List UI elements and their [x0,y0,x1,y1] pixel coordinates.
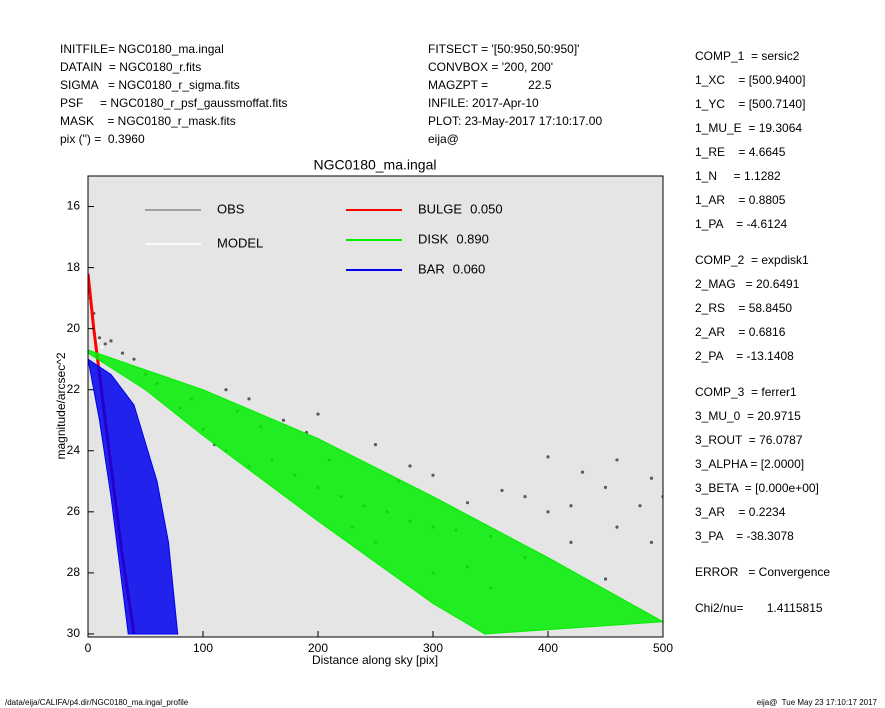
header-line: pix (") = 0.3960 [60,132,145,146]
plot [88,273,663,635]
parameter: 1_AR = 0.8805 [695,193,786,207]
x-tick-label: 100 [193,641,213,655]
obs-point [109,339,113,343]
parameter: ERROR = Convergence [695,565,830,579]
y-tick-label: 20 [67,321,81,335]
obs-point [580,470,585,474]
obs-point [132,357,136,361]
obs-point [500,488,504,493]
obs-point [281,418,286,422]
obs-point [523,494,527,499]
model-band [88,349,663,635]
parameter: 1_RE = 4.6645 [695,145,786,159]
header-line: INFILE: 2017-Apr-10 [428,96,539,110]
header-line: FITSECT = '[50:950,50:950]' [428,42,579,56]
y-tick-label: 16 [67,199,81,213]
parameter: 1_PA = -4.6124 [695,217,788,231]
parameter: 2_PA = -13.1408 [695,349,794,363]
obs-point [638,504,642,508]
parameter: 2_AR = 0.6816 [695,325,786,339]
legend-label: BULGE [418,201,462,216]
obs-point [546,455,550,459]
x-tick-label: 400 [538,641,558,655]
parameter: 3_MU_0 = 20.9715 [695,409,801,423]
parameter: 3_PA = -38.3078 [695,529,794,543]
obs-point [247,397,251,401]
parameter: COMP_3 = ferrer1 [695,385,797,399]
header-line: PSF = NGC0180_r_psf_gaussmoffat.fits [60,96,288,110]
obs-point [224,388,228,392]
legend-fraction: 0.050 [470,201,503,216]
header-line: DATAIN = NGC0180_r.fits [60,60,201,74]
model-band [88,358,179,635]
obs-point [465,501,470,505]
obs-point [431,473,435,477]
axes-frame [87,175,664,638]
obs-point [120,351,125,355]
x-tick-label: 500 [653,641,673,655]
obs-point [615,525,619,529]
legend-label: DISK [418,231,449,246]
obs-point [649,540,654,544]
parameter: Chi2/nu= 1.4115815 [695,601,823,615]
parameter: 3_ALPHA = [2.0000] [695,457,804,471]
obs-point [569,504,573,508]
header-line: INITFILE= NGC0180_ma.ingal [60,42,224,56]
obs-point [96,339,100,343]
y-tick-label: 24 [67,443,81,457]
parameter: 1_N = 1.1282 [695,169,781,183]
header-line: SIGMA = NGC0180_r_sigma.fits [60,78,240,92]
chart-title: NGC0180_ma.ingal [314,157,437,173]
legend-label: MODEL [217,235,263,250]
header-line: MAGZPT = 22.5 [428,78,552,92]
parameter: COMP_1 = sersic2 [695,49,800,63]
obs-point [408,464,412,468]
y-tick-label: 26 [67,504,81,518]
obs-point [316,412,320,416]
obs-point [649,476,654,480]
x-tick-label: 200 [308,641,328,655]
y-tick-label: 22 [67,382,81,396]
parameter: 1_YC = [500.7140] [695,97,805,111]
header-line: CONVBOX = '200, 200' [428,60,553,74]
parameter: 2_MAG = 20.6491 [695,277,800,291]
parameter: 1_MU_E = 19.3064 [695,121,802,135]
obs-point [603,577,608,581]
header-line: MASK = NGC0180_r_mask.fits [60,114,236,128]
header-line: eija@ [428,132,459,146]
obs-point [546,510,550,514]
header-line: PLOT: 23-May-2017 17:10:17.00 [428,114,602,128]
y-axis-label: magnitude/arcsec^2 [54,352,68,459]
parameter: 2_RS = 58.8450 [695,301,792,315]
parameter: 1_XC = [500.9400] [695,73,805,87]
obs-point [603,485,608,490]
obs-point [569,540,573,544]
obs-point [103,342,107,346]
y-tick-label: 30 [67,626,81,640]
obs-point [97,336,102,340]
y-tick-label: 18 [67,260,81,274]
x-tick-label: 300 [423,641,443,655]
parameter: 3_BETA = [0.000e+00] [695,481,819,495]
legend-fraction: 0.890 [456,231,489,246]
x-tick-label: 0 [85,641,92,655]
legend-label: OBS [217,201,245,216]
footer-date: eija@ Tue May 23 17:10:17 2017 [757,698,878,707]
legend-fraction: 0.060 [453,261,486,276]
obs-point [100,345,104,349]
parameter: 3_AR = 0.2234 [695,505,786,519]
parameter: 3_ROUT = 76.0787 [695,433,803,447]
footer-path: /data/eija/CALIFA/p4.dir/NGC0180_ma.inga… [5,698,189,707]
y-tick-label: 28 [67,565,81,579]
obs-point [373,443,378,447]
obs-point [615,458,619,462]
legend-label: BAR [418,261,445,276]
parameter: COMP_2 = expdisk1 [695,253,809,267]
x-axis-label: Distance along sky [pix] [312,653,438,667]
